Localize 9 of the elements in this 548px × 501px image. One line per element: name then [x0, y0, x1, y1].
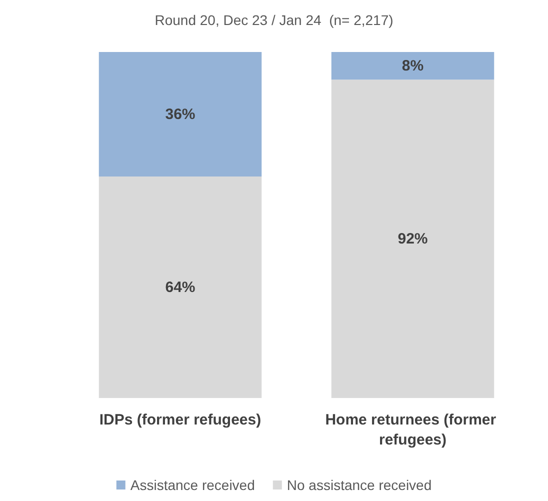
data-label: 92% — [398, 230, 428, 248]
data-label: 36% — [165, 106, 196, 123]
legend-label: No assistance received — [286, 477, 432, 493]
x-tick-label: Home returnees (former refugees) — [325, 412, 500, 448]
legend-label: Assistance received — [130, 477, 255, 493]
data-label: 8% — [402, 57, 424, 74]
chart-title: Round 20, Dec 23 / Jan 24 (n= 2,217) — [154, 12, 394, 28]
x-tick-label: IDPs (former refugees) — [99, 412, 262, 428]
data-label: 64% — [165, 278, 196, 296]
